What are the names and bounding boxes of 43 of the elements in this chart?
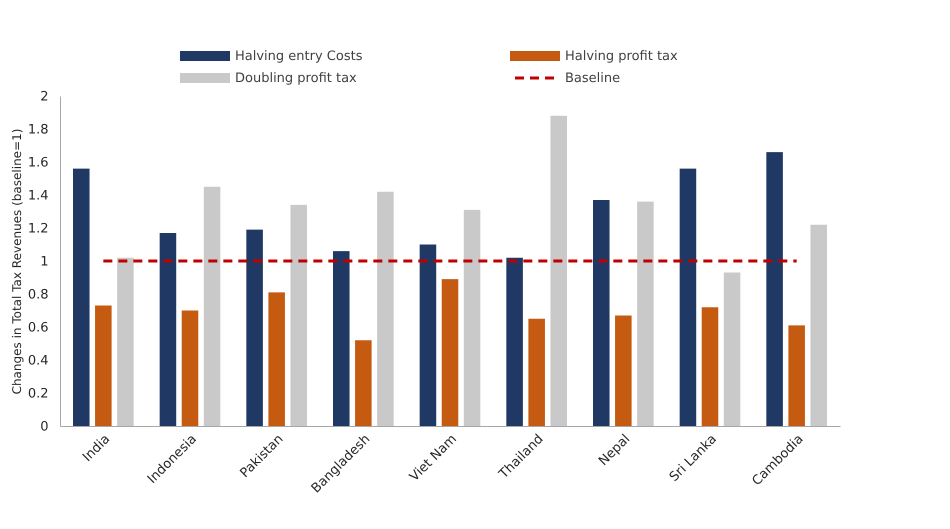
bar (464, 210, 480, 426)
bar (182, 310, 198, 426)
bar (160, 232, 176, 426)
y-tick-label: 1 (40, 254, 48, 270)
bar (290, 204, 307, 426)
y-axis-title: Changes in Total Tax Revenues (baseline=1) (10, 128, 24, 394)
bar (724, 272, 740, 426)
y-tick-label: 0.8 (28, 288, 48, 302)
bar (420, 244, 436, 426)
bar (268, 292, 285, 426)
y-tick-label: 1.8 (28, 122, 48, 138)
bar (528, 318, 545, 426)
y-tick-label: 0.2 (28, 386, 48, 402)
bar (680, 168, 696, 426)
bar (95, 306, 112, 426)
bar (766, 152, 783, 426)
bar (333, 251, 350, 426)
y-tick-label: 0.4 (28, 354, 48, 368)
y-tick-label: 0.6 (28, 320, 48, 336)
bar (73, 168, 90, 426)
bar (615, 315, 632, 426)
legend-label: Halving profit tax (565, 49, 678, 64)
legend-label: Baseline (565, 71, 620, 86)
bar (117, 258, 134, 426)
bar (355, 340, 372, 426)
bar (377, 192, 394, 426)
y-tick-label: 2 (40, 90, 48, 104)
legend-label: Doubling profit tax (235, 71, 358, 86)
bar (550, 116, 567, 426)
bar (442, 279, 458, 426)
y-tick-label: 0 (40, 420, 48, 434)
bar (788, 325, 805, 426)
y-tick-label: 1.6 (28, 156, 48, 170)
legend-label: Halving entry Costs (235, 49, 363, 64)
bar (810, 224, 827, 426)
bar (637, 202, 654, 426)
bar (204, 186, 220, 426)
bar (506, 258, 523, 426)
bar (246, 230, 263, 426)
y-tick-label: 1.2 (28, 222, 48, 236)
y-tick-label: 1.4 (28, 188, 48, 204)
bar (593, 200, 610, 426)
bar (702, 307, 718, 426)
